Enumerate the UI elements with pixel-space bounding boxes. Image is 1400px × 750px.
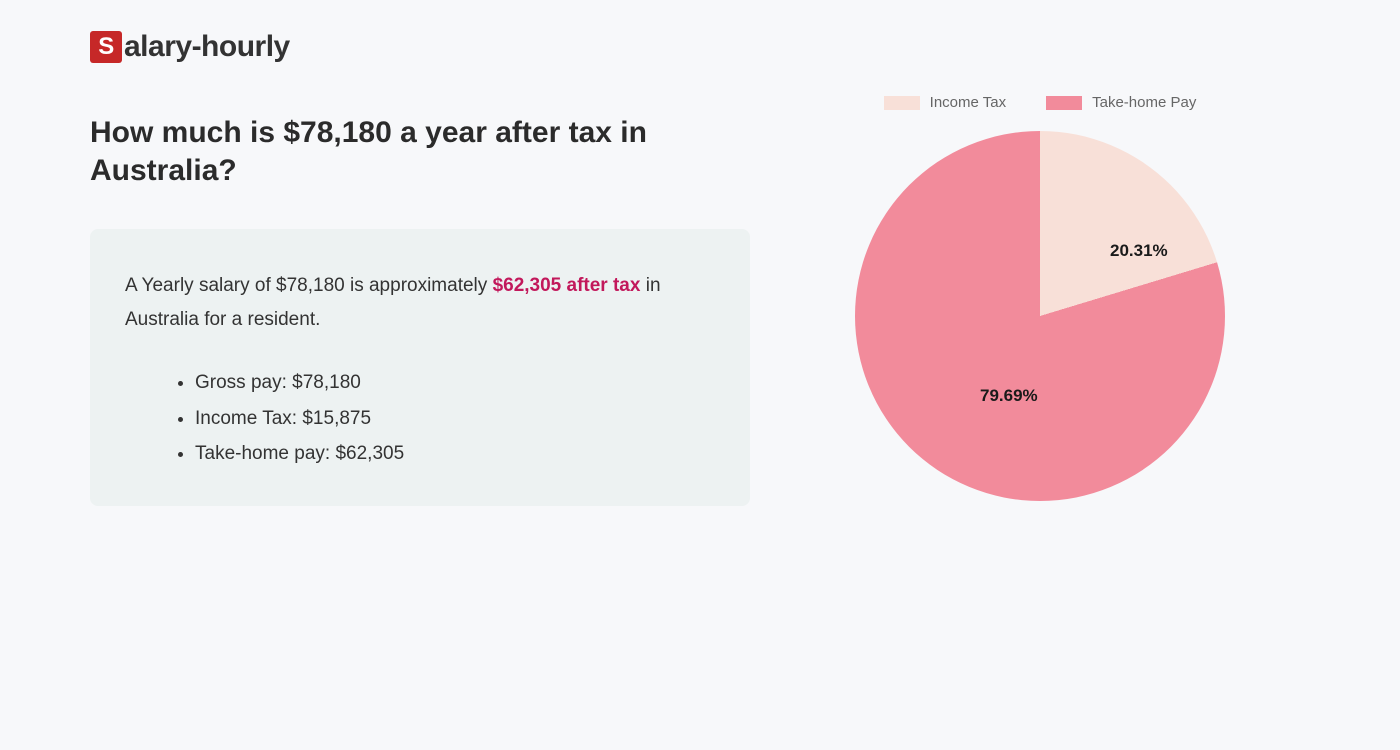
chart-legend: Income Tax Take-home Pay	[884, 94, 1197, 111]
legend-label: Take-home Pay	[1092, 94, 1196, 111]
legend-label: Income Tax	[930, 94, 1006, 111]
legend-item: Income Tax	[884, 94, 1006, 111]
breakdown-list: Gross pay: $78,180 Income Tax: $15,875 T…	[125, 365, 715, 470]
list-item: Income Tax: $15,875	[195, 401, 715, 436]
chart-column: Income Tax Take-home Pay 20.31% 79.69%	[830, 94, 1250, 506]
legend-swatch-income-tax	[884, 96, 920, 110]
legend-item: Take-home Pay	[1046, 94, 1196, 111]
text-column: How much is $78,180 a year after tax in …	[90, 114, 750, 506]
list-item: Gross pay: $78,180	[195, 365, 715, 400]
page-title: How much is $78,180 a year after tax in …	[90, 114, 750, 189]
summary-highlight: $62,305 after tax	[493, 275, 641, 296]
list-item: Take-home pay: $62,305	[195, 436, 715, 471]
site-logo: Salary-hourly	[90, 30, 1310, 64]
pie-graphic	[855, 131, 1225, 501]
slice-label-income-tax: 20.31%	[1110, 241, 1168, 261]
summary-box: A Yearly salary of $78,180 is approximat…	[90, 229, 750, 506]
main-content: How much is $78,180 a year after tax in …	[90, 114, 1310, 506]
summary-before: A Yearly salary of $78,180 is approximat…	[125, 275, 493, 296]
summary-text: A Yearly salary of $78,180 is approximat…	[125, 269, 715, 337]
slice-label-take-home: 79.69%	[980, 386, 1038, 406]
pie-chart: 20.31% 79.69%	[855, 131, 1225, 501]
logo-icon: S	[90, 31, 122, 63]
logo-text: alary-hourly	[124, 30, 290, 64]
legend-swatch-take-home	[1046, 96, 1082, 110]
